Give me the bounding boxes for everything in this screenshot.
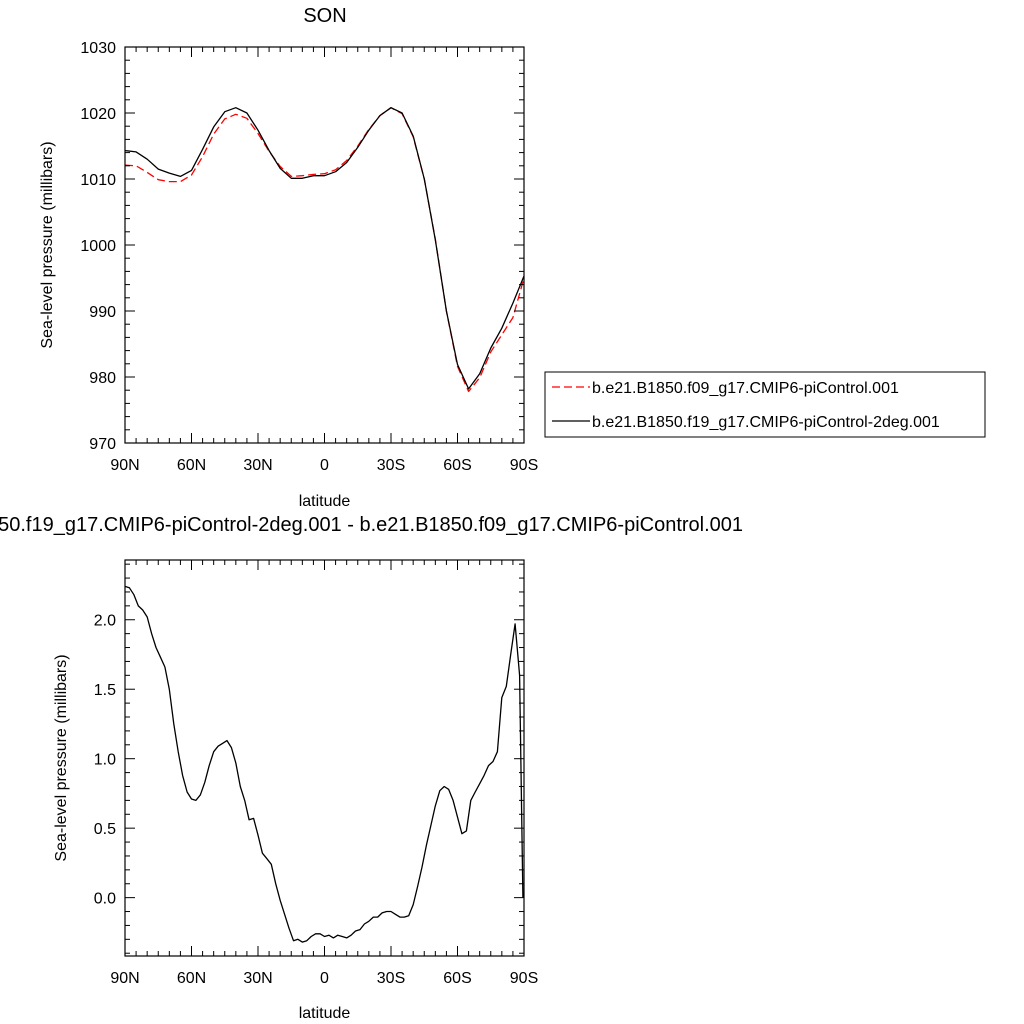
bottom-plot-frame [124,559,525,957]
bottom-x-tick-label: 90N [110,970,139,987]
top-x-axis-label: latitude [299,493,351,510]
top-y-tick-label: 970 [89,436,116,453]
bottom-x-tick-label: 30N [243,970,272,987]
bottom-ticks-group: 90N 60N 30N 0 30S 60S 90S 0.0 0.5 1.0 1.5 2.0 [94,560,538,987]
legend-label-f19: b.e21.B1850.f19_g17.CMIP6-piControl-2deg… [592,414,940,431]
top-series-group [124,107,525,393]
top-x-tick-label: 30N [243,457,272,474]
top-x-tick-label: 60S [443,457,471,474]
top-x-tick-label: 0 [320,457,329,474]
top-x-tick-label: 90N [110,457,139,474]
top-y-tick-label: 1010 [80,172,116,189]
top-series-line-2 [124,107,525,390]
top-y-tick-label: 1030 [80,40,116,57]
bottom-y-tick-label: 0.0 [94,891,116,908]
top-x-tick-label: 90S [510,457,538,474]
bottom-x-axis-label: latitude [299,1005,351,1022]
top-y-tick-label: 990 [89,304,116,321]
bottom-x-tick-label: 60N [177,970,206,987]
legend: b.e21.B1850.f09_g17.CMIP6-piControl.001 … [544,371,986,438]
top-y-tick-label: 980 [89,370,116,387]
top-chart-panel: SON 90N 60N 30N 0 30S 60S 90S 970 980 990 1000 1010… [39,5,538,510]
top-y-tick-label: 1000 [80,238,116,255]
bottom-chart-title: b.e21.B1850.f19_g17.CMIP6-piControl-2deg… [0,514,743,536]
bottom-y-axis-label: Sea-level pressure (millibars) [53,654,70,861]
top-x-tick-label: 60N [177,457,206,474]
bottom-x-tick-label: 30S [377,970,405,987]
top-series-line-1 [124,107,525,393]
bottom-series-line-1 [124,585,524,943]
top-y-axis-label: Sea-level pressure (millibars) [39,141,56,348]
top-ticks-group: 90N 60N 30N 0 30S 60S 90S 970 980 990 1000 1010 1020… [80,40,538,474]
legend-label-f09: b.e21.B1850.f09_g17.CMIP6-piControl.001 [592,380,899,397]
bottom-y-tick-label: 1.0 [94,752,116,769]
bottom-y-tick-label: 1.5 [94,682,116,699]
top-x-tick-label: 30S [377,457,405,474]
bottom-chart-panel: b.e21.B1850.f19_g17.CMIP6-piControl-2deg… [0,514,743,1022]
legend-box [544,371,986,438]
top-chart-title: SON [303,5,346,27]
bottom-series-group [124,585,524,943]
bottom-y-tick-label: 0.5 [94,821,116,838]
bottom-x-tick-label: 90S [510,970,538,987]
top-plot-frame [124,46,525,444]
bottom-x-tick-label: 0 [320,970,329,987]
bottom-x-tick-label: 60S [443,970,471,987]
top-y-tick-label: 1020 [80,106,116,123]
bottom-y-tick-label: 2.0 [94,613,116,630]
